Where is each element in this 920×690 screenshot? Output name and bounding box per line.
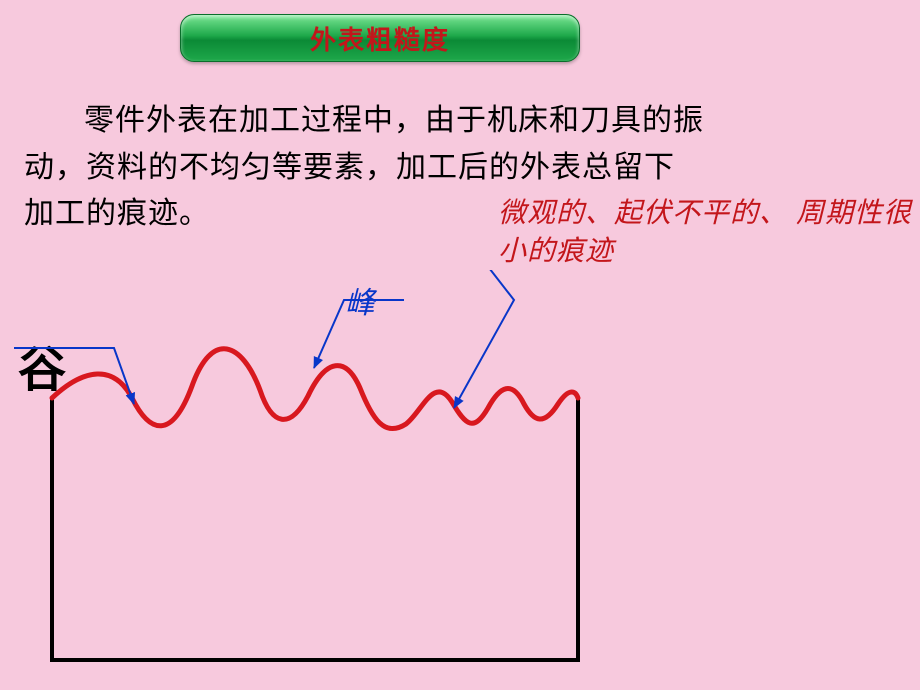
- surface-wave: [52, 349, 578, 429]
- roughness-diagram: [14, 270, 734, 670]
- body-line-2: 动，资料的不均匀等要素，加工后的外表总留下: [24, 151, 675, 184]
- title-text: 外表粗糙度: [310, 20, 450, 57]
- peak-label: 峰: [345, 278, 375, 322]
- body-line-3: 加工的痕迹。: [24, 197, 210, 230]
- valley-label: 谷: [18, 330, 66, 400]
- frame-path: [52, 398, 578, 660]
- title-box: 外表粗糙度: [180, 14, 580, 62]
- note-arrow: [454, 270, 514, 408]
- body-line-1: 零件外表在加工过程中，由于机床和刀具的振: [84, 104, 704, 137]
- red-annotation: 微观的、起伏不平的、 周期性很小的痕迹: [498, 195, 918, 271]
